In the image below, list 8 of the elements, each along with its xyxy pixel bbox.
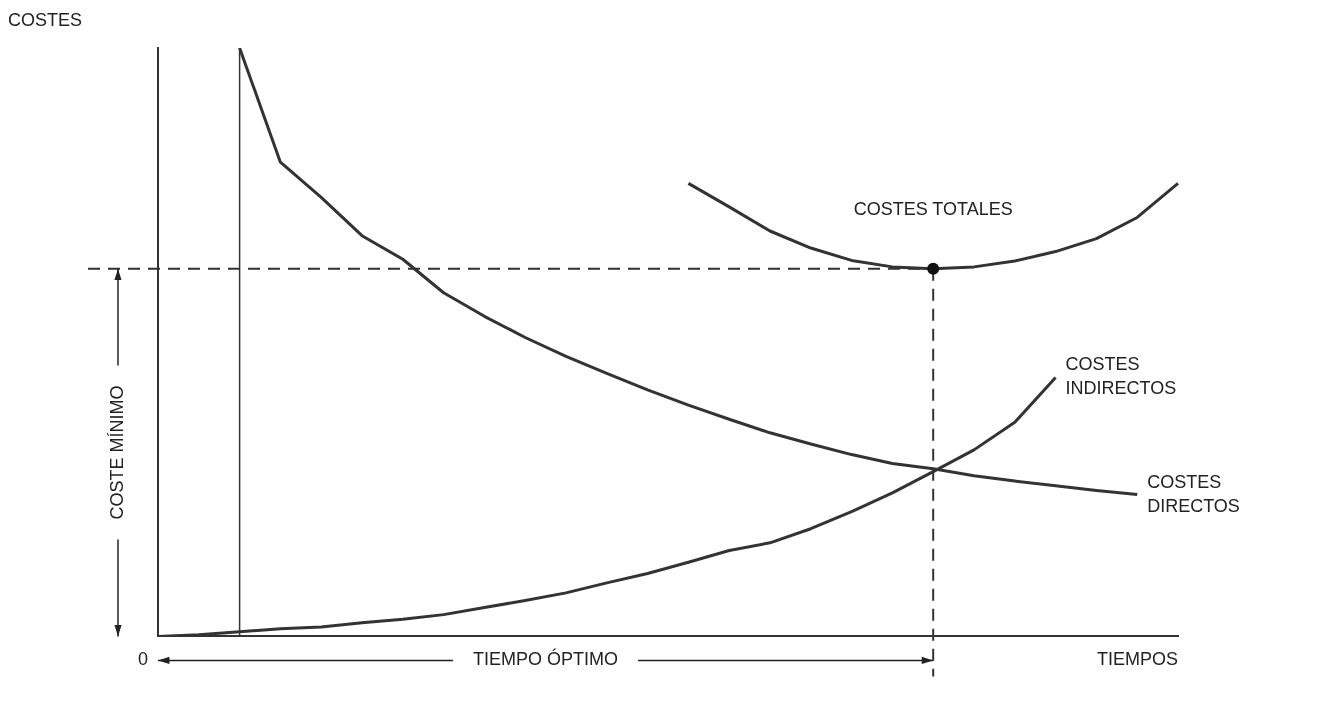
x-axis-title: TIEMPOS — [1096, 649, 1178, 670]
text: 0 — [137, 649, 148, 670]
series-label: COSTES DIRECTOS — [1147, 471, 1240, 516]
series-label: COSTES INDIRECTOS — [1065, 354, 1177, 399]
text: COSTE MÍNIMO — [106, 385, 127, 520]
text: TIEMPO ÓPTIMO — [473, 648, 619, 670]
y-axis-title: COSTES — [8, 9, 83, 30]
text: COSTES TOTALES — [853, 198, 1013, 219]
